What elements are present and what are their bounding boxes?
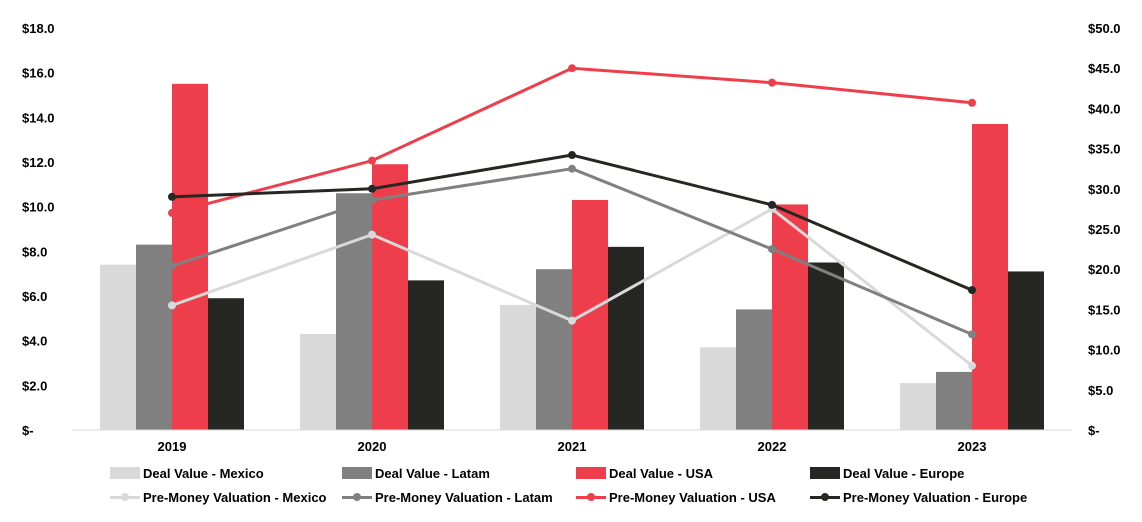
legend-bar-swatch xyxy=(810,467,840,479)
line-point xyxy=(168,208,176,217)
y-right-tick-label: $45.0 xyxy=(1088,61,1121,76)
left-y-axis: $- $2.0 $4.0 $6.0 $8.0 $10.0 $12.0 $14.0 $16.0 $1… xyxy=(22,21,55,438)
legend-item: Deal Value - USA xyxy=(576,463,713,483)
legend: Deal Value - Mexico Deal Value - Latam Dea… xyxy=(110,463,1100,513)
y-right-tick-label: $30.0 xyxy=(1088,182,1121,197)
line-point xyxy=(568,151,576,160)
bar xyxy=(100,264,136,430)
line-point xyxy=(968,361,976,370)
y-left-tick-label: $14.0 xyxy=(22,110,55,125)
bar xyxy=(300,333,336,430)
legend-line-swatch-dot xyxy=(821,493,829,501)
y-right-tick-label: $25.0 xyxy=(1088,222,1121,237)
legend-label: Deal Value - Europe xyxy=(843,465,965,481)
line-point xyxy=(168,301,176,310)
legend-label: Deal Value - Mexico xyxy=(143,465,264,481)
legend-line-swatch xyxy=(342,491,372,503)
bar-group xyxy=(100,83,1044,431)
line-point xyxy=(968,330,976,339)
line-point xyxy=(768,245,776,254)
y-left-tick-label: $10.0 xyxy=(22,200,55,215)
x-tick-label: 2020 xyxy=(358,439,387,454)
legend-label: Pre-Money Valuation - Mexico xyxy=(143,489,327,505)
y-right-tick-label: $35.0 xyxy=(1088,142,1121,157)
legend-line-swatch-dot xyxy=(121,493,129,501)
bar xyxy=(700,347,736,430)
line-point xyxy=(968,286,976,295)
legend-label: Deal Value - USA xyxy=(609,465,714,481)
legend-item: Pre-Money Valuation - Europe xyxy=(810,487,1027,507)
y-right-tick-label: $- xyxy=(1088,423,1100,438)
legend-item: Pre-Money Valuation - USA xyxy=(576,487,776,507)
legend-item: Deal Value - Europe xyxy=(810,463,964,483)
y-left-tick-label: $18.0 xyxy=(22,21,55,36)
legend-line-swatch-dot xyxy=(353,493,361,501)
line-point xyxy=(568,164,576,173)
line-point xyxy=(768,78,776,87)
y-right-tick-label: $20.0 xyxy=(1088,262,1121,277)
bar xyxy=(808,262,844,430)
bar xyxy=(1008,271,1044,430)
legend-line-swatch xyxy=(110,491,140,503)
bar xyxy=(208,298,244,430)
line-point xyxy=(368,196,376,205)
y-right-tick-label: $5.0 xyxy=(1088,383,1113,398)
legend-item: Pre-Money Valuation - Latam xyxy=(342,487,553,507)
x-tick-label: 2021 xyxy=(558,439,587,454)
legend-label: Deal Value - Latam xyxy=(375,465,490,481)
legend-line-swatch-dot xyxy=(587,493,595,501)
line-point xyxy=(968,98,976,107)
bar xyxy=(936,371,972,430)
y-left-tick-label: $- xyxy=(22,423,34,438)
line-point xyxy=(368,184,376,193)
legend-bar-swatch xyxy=(342,467,372,479)
bar xyxy=(500,304,536,430)
y-left-tick-label: $2.0 xyxy=(22,378,47,393)
y-right-tick-label: $40.0 xyxy=(1088,101,1121,116)
line-point xyxy=(568,64,576,73)
y-left-tick-label: $8.0 xyxy=(22,244,47,259)
y-right-tick-label: $50.0 xyxy=(1088,21,1121,36)
y-left-tick-label: $6.0 xyxy=(22,289,47,304)
y-left-tick-label: $4.0 xyxy=(22,334,47,349)
bar xyxy=(608,246,644,430)
legend-label: Pre-Money Valuation - USA xyxy=(609,489,776,505)
x-axis-labels: 2019 2020 2021 2022 2023 xyxy=(158,439,987,454)
bar xyxy=(572,199,608,430)
line-point xyxy=(168,261,176,270)
line-point xyxy=(368,156,376,165)
legend-line-swatch xyxy=(576,491,606,503)
legend-line-swatch xyxy=(810,491,840,503)
right-y-axis: $- $5.0 $10.0 $15.0 $20.0 $25.0 $30.0 $35.0 $40.… xyxy=(1088,21,1121,438)
x-tick-label: 2023 xyxy=(958,439,987,454)
y-left-tick-label: $12.0 xyxy=(22,155,55,170)
legend-item: Deal Value - Mexico xyxy=(110,463,264,483)
line-group xyxy=(168,64,976,370)
bar xyxy=(736,309,772,430)
bar xyxy=(408,280,444,430)
bar xyxy=(372,164,408,430)
y-right-tick-label: $15.0 xyxy=(1088,302,1121,317)
bar xyxy=(536,269,572,430)
legend-label: Pre-Money Valuation - Europe xyxy=(843,489,1028,505)
legend-label: Pre-Money Valuation - Latam xyxy=(375,489,553,505)
legend-bar-swatch xyxy=(576,467,606,479)
line-point xyxy=(568,316,576,325)
bar xyxy=(900,383,936,430)
bar xyxy=(772,204,808,430)
y-right-tick-label: $10.0 xyxy=(1088,343,1121,358)
legend-item: Deal Value - Latam xyxy=(342,463,490,483)
bar xyxy=(336,193,372,430)
x-tick-label: 2022 xyxy=(758,439,787,454)
y-left-tick-label: $16.0 xyxy=(22,66,55,81)
line-point xyxy=(368,230,376,239)
legend-bar-swatch xyxy=(110,467,140,479)
bar xyxy=(136,244,172,430)
line-point xyxy=(768,200,776,209)
x-tick-label: 2019 xyxy=(158,439,187,454)
combo-chart: $- $2.0 $4.0 $6.0 $8.0 $10.0 $12.0 $14.0 $16.0 $1… xyxy=(22,21,1121,454)
bar xyxy=(972,124,1008,431)
line-point xyxy=(168,192,176,201)
legend-item: Pre-Money Valuation - Mexico xyxy=(110,487,327,507)
